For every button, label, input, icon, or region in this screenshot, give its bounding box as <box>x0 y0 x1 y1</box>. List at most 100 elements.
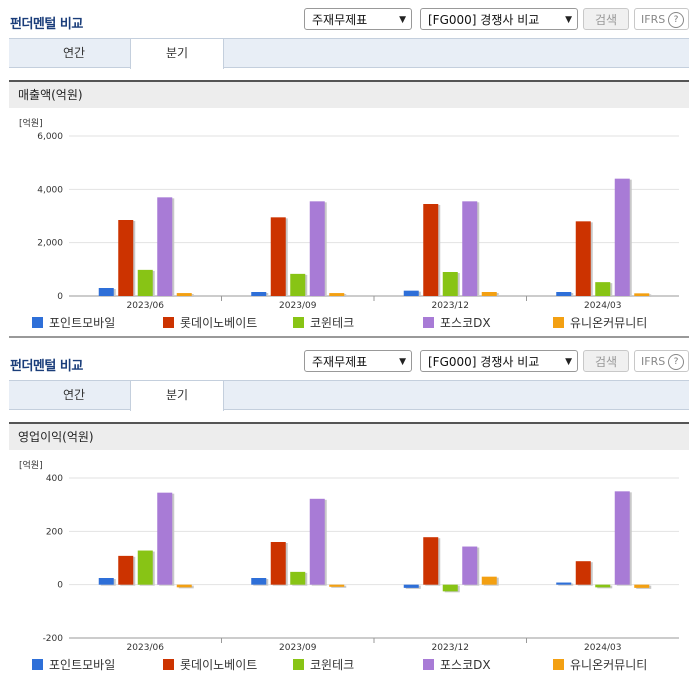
bar[interactable] <box>556 582 572 585</box>
bar[interactable] <box>403 290 419 296</box>
bar[interactable] <box>176 584 192 588</box>
legend-item[interactable]: 롯데이노베이트 <box>163 314 257 331</box>
x-tick-label: 2024/03 <box>584 643 621 652</box>
bar[interactable] <box>176 293 192 296</box>
y-tick-label: 6,000 <box>37 132 63 142</box>
bar[interactable] <box>556 292 572 296</box>
statement-type-select[interactable]: 주재무제표 ▼ <box>304 350 412 372</box>
y-tick-label: 2,000 <box>37 239 63 249</box>
y-tick-label: -200 <box>43 634 64 644</box>
tab-quarterly[interactable]: 분기 <box>130 381 224 411</box>
bar[interactable] <box>98 288 114 296</box>
panel-title: 펀더멘털 비교 <box>10 359 83 374</box>
chart-section-title: 영업이익(억원) <box>9 422 689 450</box>
bar[interactable] <box>575 561 591 585</box>
search-button[interactable]: 검색 <box>583 350 629 372</box>
bar[interactable] <box>403 584 419 588</box>
bar[interactable] <box>251 578 267 585</box>
bar[interactable] <box>98 578 114 585</box>
tab-quarterly[interactable]: 분기 <box>130 39 224 69</box>
ifrs-help-button[interactable]: IFRS ? <box>634 8 689 30</box>
bar[interactable] <box>309 201 325 296</box>
ifrs-label: IFRS <box>641 355 666 368</box>
bar[interactable] <box>462 546 478 585</box>
bar[interactable] <box>595 282 611 296</box>
x-tick-label: 2023/09 <box>279 301 317 310</box>
tab-annual[interactable]: 연간 <box>62 388 86 402</box>
bar[interactable] <box>290 273 306 296</box>
period-tabs: 연간 분기 <box>9 380 689 411</box>
bar[interactable] <box>634 584 650 588</box>
bar[interactable] <box>118 220 134 296</box>
bar[interactable] <box>595 584 611 588</box>
x-tick-label: 2023/12 <box>432 301 469 310</box>
x-tick-label: 2024/03 <box>584 301 621 310</box>
y-tick-label: 400 <box>46 474 63 484</box>
y-unit-label: [억원] <box>19 459 43 471</box>
fundamental-panel: 펀더멘털 비교 주재무제표 ▼ [FG000] 경쟁사 비교 ▼ 검색 IFRS… <box>0 0 696 340</box>
bar[interactable] <box>251 292 267 296</box>
x-tick-label: 2023/06 <box>127 643 165 652</box>
bar[interactable] <box>423 204 439 296</box>
bar[interactable] <box>634 293 650 296</box>
bar[interactable] <box>462 201 478 296</box>
chevron-down-icon: ▼ <box>399 357 406 367</box>
bar[interactable] <box>423 537 439 585</box>
statement-type-select[interactable]: 주재무제표 ▼ <box>304 8 412 30</box>
bar[interactable] <box>137 550 153 585</box>
legend-item[interactable]: 유니온커뮤니티 <box>553 656 647 673</box>
legend-swatch <box>163 659 174 670</box>
legend-swatch <box>293 659 304 670</box>
bar[interactable] <box>137 269 153 296</box>
bar[interactable] <box>575 221 591 296</box>
legend-item[interactable]: 포스코DX <box>423 314 491 331</box>
legend-item[interactable]: 포인트모바일 <box>32 656 115 673</box>
comparison-group-select[interactable]: [FG000] 경쟁사 비교 ▼ <box>420 8 578 30</box>
bar[interactable] <box>481 576 497 585</box>
y-tick-label: 0 <box>57 292 63 302</box>
bar[interactable] <box>614 178 630 296</box>
legend-item[interactable]: 유니온커뮤니티 <box>553 314 647 331</box>
legend-item[interactable]: 롯데이노베이트 <box>163 656 257 673</box>
legend-swatch <box>32 317 43 328</box>
bar[interactable] <box>270 542 286 585</box>
bar[interactable] <box>481 292 497 296</box>
legend-label: 롯데이노베이트 <box>180 658 258 672</box>
x-tick-label: 2023/06 <box>127 301 165 310</box>
legend-swatch <box>32 659 43 670</box>
legend-label: 포스코DX <box>440 658 491 672</box>
legend-label: 유니온커뮤니티 <box>570 658 648 672</box>
bar[interactable] <box>270 217 286 296</box>
bar[interactable] <box>118 555 134 585</box>
bar[interactable] <box>309 498 325 585</box>
legend-item[interactable]: 포인트모바일 <box>32 314 115 331</box>
bar[interactable] <box>157 492 173 585</box>
y-tick-label: 4,000 <box>37 185 63 195</box>
ifrs-label: IFRS <box>641 13 666 26</box>
bar[interactable] <box>157 197 173 296</box>
question-circle-icon: ? <box>668 12 684 28</box>
legend-swatch <box>293 317 304 328</box>
ifrs-help-button[interactable]: IFRS ? <box>634 350 689 372</box>
legend-item[interactable]: 포스코DX <box>423 656 491 673</box>
search-button[interactable]: 검색 <box>583 8 629 30</box>
comparison-group-select[interactable]: [FG000] 경쟁사 비교 ▼ <box>420 350 578 372</box>
legend-item[interactable]: 코윈테크 <box>293 656 354 673</box>
legend-label: 코윈테크 <box>310 316 355 330</box>
bar[interactable] <box>290 571 306 585</box>
legend-item[interactable]: 코윈테크 <box>293 314 354 331</box>
question-circle-icon: ? <box>668 354 684 370</box>
bar[interactable] <box>329 293 345 296</box>
legend-swatch <box>553 317 564 328</box>
legend-swatch <box>423 317 434 328</box>
bar[interactable] <box>442 584 458 592</box>
statement-type-value: 주재무제표 <box>312 13 368 27</box>
bar[interactable] <box>329 584 345 587</box>
legend-label: 포인트모바일 <box>49 316 116 330</box>
y-unit-label: [억원] <box>19 117 43 129</box>
bar[interactable] <box>614 491 630 585</box>
bar[interactable] <box>442 272 458 296</box>
tab-annual[interactable]: 연간 <box>62 46 86 60</box>
chevron-down-icon: ▼ <box>399 15 406 25</box>
legend-label: 롯데이노베이트 <box>180 316 258 330</box>
